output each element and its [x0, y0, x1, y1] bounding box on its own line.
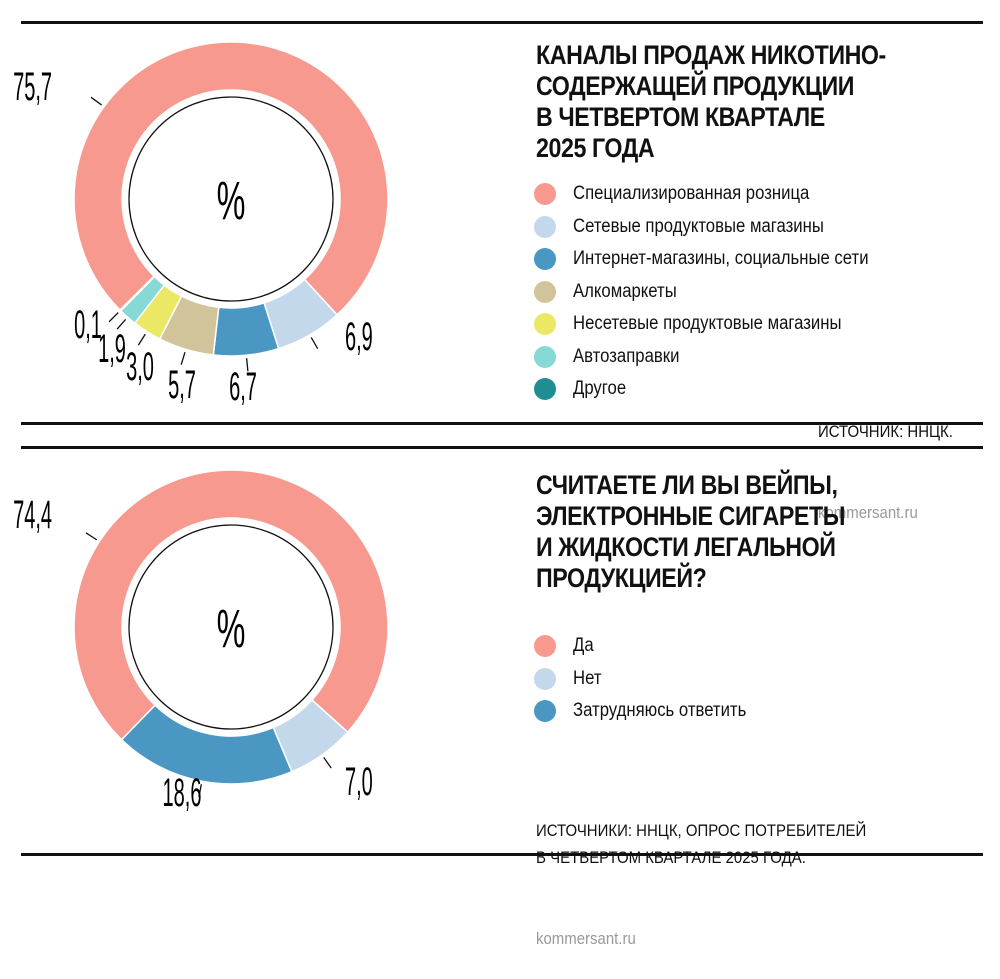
legend-label: Другое — [573, 378, 627, 400]
legend-swatch-icon — [534, 183, 556, 206]
center-percent-label: % — [217, 172, 246, 231]
legend-swatch-icon — [534, 667, 556, 690]
legend-swatch-icon — [534, 280, 556, 303]
value-label: 5,7 — [168, 361, 196, 407]
legend-swatch-icon — [534, 345, 556, 368]
legend-item: Специализированная розница — [534, 178, 909, 211]
donut-slice — [73, 41, 389, 316]
legend-swatch-icon — [534, 313, 556, 336]
middle-rule-2 — [21, 446, 983, 449]
legend-label: Сетевые продуктовые магазины — [573, 215, 824, 237]
inner-circle — [128, 524, 334, 730]
legend-swatch-icon — [534, 248, 556, 271]
bottom-rule — [21, 853, 983, 856]
donut-chart-sales-channels: % 75,7 6,9 6,7 5,7 3,01,90,1 — [13, 41, 389, 409]
legend-label: Нет — [573, 667, 602, 689]
donut-slice — [73, 469, 389, 741]
legend-item: Сетевые продуктовые магазины — [534, 211, 909, 244]
legend-item: Алкомаркеты — [534, 276, 909, 309]
legend-swatch-icon — [534, 635, 556, 658]
center-percent-label: % — [217, 600, 246, 659]
inner-circle — [128, 96, 334, 302]
legend-item: Затрудняюсь ответить — [534, 695, 770, 728]
leader-line — [108, 312, 119, 323]
legend-label: Автозаправки — [573, 345, 680, 367]
legend-swatch-icon — [534, 378, 556, 401]
legend-item: Интернет-магазины, социальные сети — [534, 243, 909, 276]
source-note: ИСТОЧНИКИ: ННЦК, ОПРОС ПОТРЕБИТЕЛЕЙ В ЧЕ… — [536, 763, 866, 979]
leader-line — [116, 318, 127, 330]
leader-line — [137, 333, 146, 346]
value-label: 1,9 — [98, 325, 126, 371]
leader-line — [323, 757, 332, 769]
legend: Специализированная розница Сетевые продук… — [534, 178, 909, 406]
legend-item: Несетевые продуктовые магазины — [534, 308, 909, 341]
top-rule — [21, 21, 983, 24]
chart-title: СЧИТАЕТЕ ЛИ ВЫ ВЕЙПЫ, ЭЛЕКТРОННЫЕ СИГАРЕ… — [536, 470, 846, 593]
value-label: 3,0 — [126, 343, 154, 389]
chart-title: КАНАЛЫ ПРОДАЖ НИКОТИНО- СОДЕРЖАЩЕЙ ПРОДУ… — [536, 40, 886, 163]
legend-label: Интернет-магазины, социальные сети — [573, 248, 869, 270]
legend-label: Затрудняюсь ответить — [573, 700, 747, 722]
value-label: 6,9 — [345, 313, 373, 359]
site-credit: kommersant.ru — [818, 503, 918, 522]
legend-label: Да — [573, 635, 594, 657]
source-text: ИСТОЧНИКИ: ННЦК, ОПРОС ПОТРЕБИТЕЛЕЙ В ЧЕ… — [536, 821, 867, 867]
source-text: ИСТОЧНИК: ННЦК. — [818, 422, 953, 441]
legend-label: Специализированная розница — [573, 183, 810, 205]
middle-rule-1 — [21, 422, 983, 425]
legend-swatch-icon — [534, 700, 556, 723]
legend-label: Алкомаркеты — [573, 280, 677, 302]
value-label: 0,1 — [74, 301, 102, 347]
leader-line — [198, 784, 202, 798]
leader-line — [180, 352, 186, 365]
value-label: 74,4 — [13, 491, 52, 537]
legend-item: Да — [534, 630, 770, 663]
legend-item: Другое — [534, 373, 909, 406]
value-label: 6,7 — [229, 363, 257, 409]
value-label: 7,0 — [345, 758, 373, 804]
value-label: 75,7 — [13, 63, 52, 109]
site-credit: kommersant.ru — [536, 929, 636, 948]
legend-item: Нет — [534, 663, 770, 696]
leader-line — [85, 532, 98, 541]
legend-label: Несетевые продуктовые магазины — [573, 313, 842, 335]
donut-chart-vape-legality: % 74,4 7,0 18,6 — [13, 469, 389, 815]
leader-line — [310, 337, 319, 350]
leader-line — [245, 358, 249, 372]
legend-swatch-icon — [534, 215, 556, 238]
value-label: 18,6 — [163, 769, 202, 815]
leader-line — [90, 96, 102, 106]
source-note: ИСТОЧНИК: ННЦК. kommersant.ru — [818, 364, 953, 553]
legend: Да Нет Затрудняюсь ответить — [534, 630, 770, 728]
legend-item: Автозаправки — [534, 341, 909, 374]
